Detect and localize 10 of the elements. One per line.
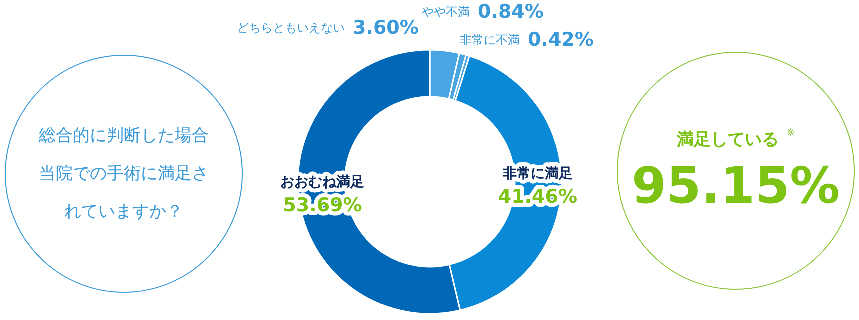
text: 満足している: [676, 130, 779, 150]
slice-label: 非常に不満: [460, 33, 520, 47]
text: 総合的に判断した場合当院での手術に満足されていますか？: [38, 125, 210, 224]
slice-label: どちらともいえない: [237, 21, 345, 35]
data-label: 0.84%: [478, 1, 544, 23]
data-label: 0.42%: [528, 29, 594, 51]
text: ※: [786, 128, 796, 138]
text: 95.15%: [632, 156, 840, 214]
data-label: 3.60%: [353, 17, 419, 39]
slice-label: やや不満: [422, 5, 470, 19]
